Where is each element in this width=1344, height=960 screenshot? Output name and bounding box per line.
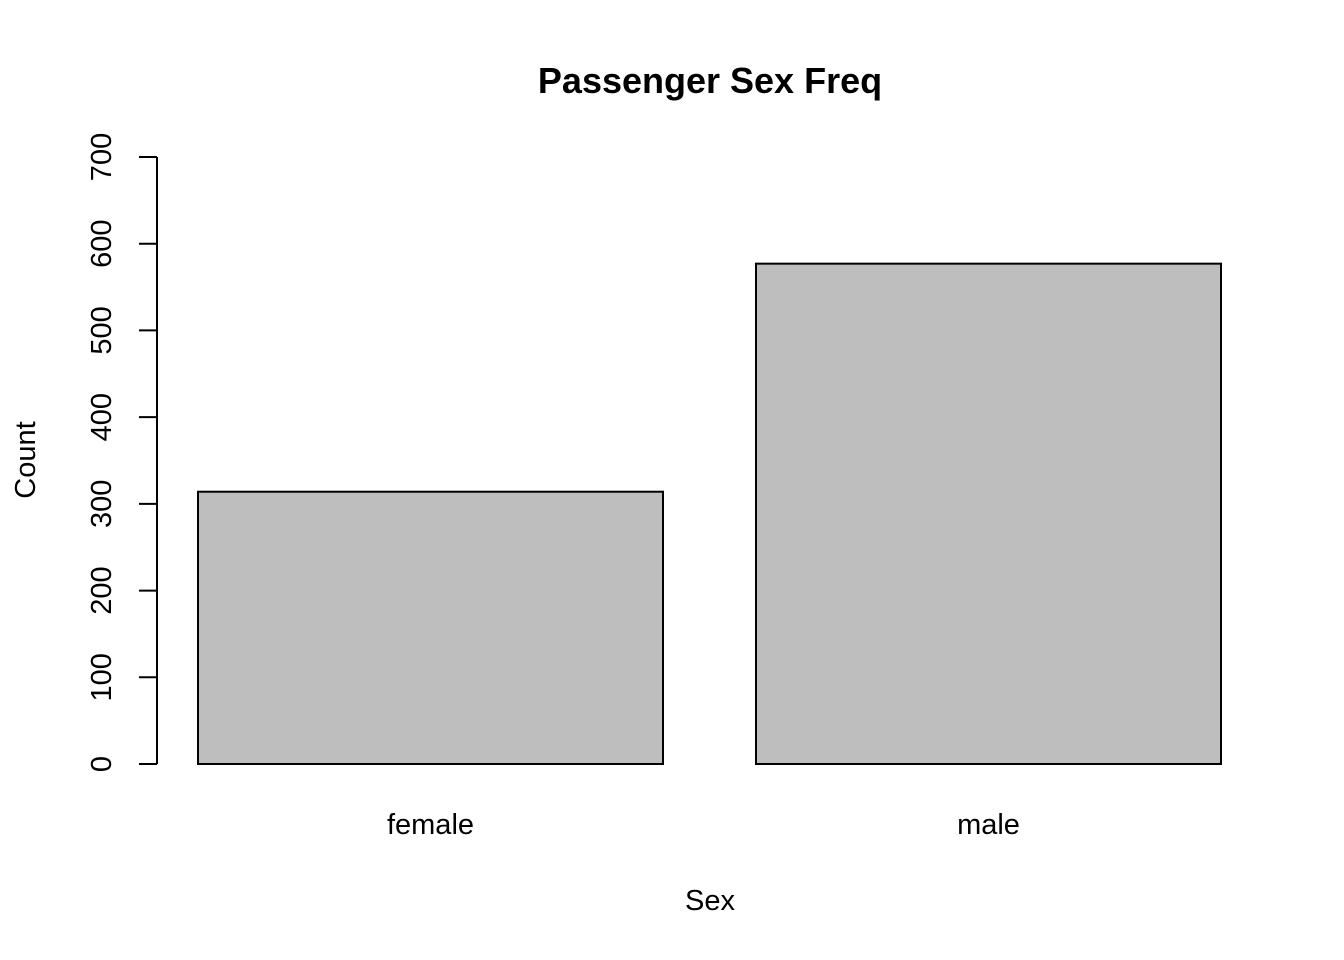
y-axis-label: Count	[10, 421, 42, 498]
bars	[197, 262, 1222, 765]
y-tick-label: 200	[86, 566, 118, 614]
y-tick-label: 600	[86, 220, 118, 268]
y-tick-label: 500	[86, 306, 118, 354]
x-axis-tick-labels: female male	[387, 809, 1020, 841]
y-axis-ticks: 0 100 200 300 400 500 600 700	[86, 133, 157, 772]
y-tick-label: 700	[86, 133, 118, 181]
x-axis-label: Sex	[685, 885, 735, 917]
y-tick-label: 300	[86, 480, 118, 528]
bar-female	[197, 490, 664, 765]
y-tick-label: 0	[86, 756, 118, 772]
x-tick-label-female: female	[387, 809, 474, 841]
y-tick-label: 100	[86, 653, 118, 701]
bar-male	[755, 262, 1222, 765]
chart-title: Passenger Sex Freq	[538, 60, 882, 101]
y-tick-label: 400	[86, 393, 118, 441]
x-tick-label-male: male	[957, 809, 1020, 841]
